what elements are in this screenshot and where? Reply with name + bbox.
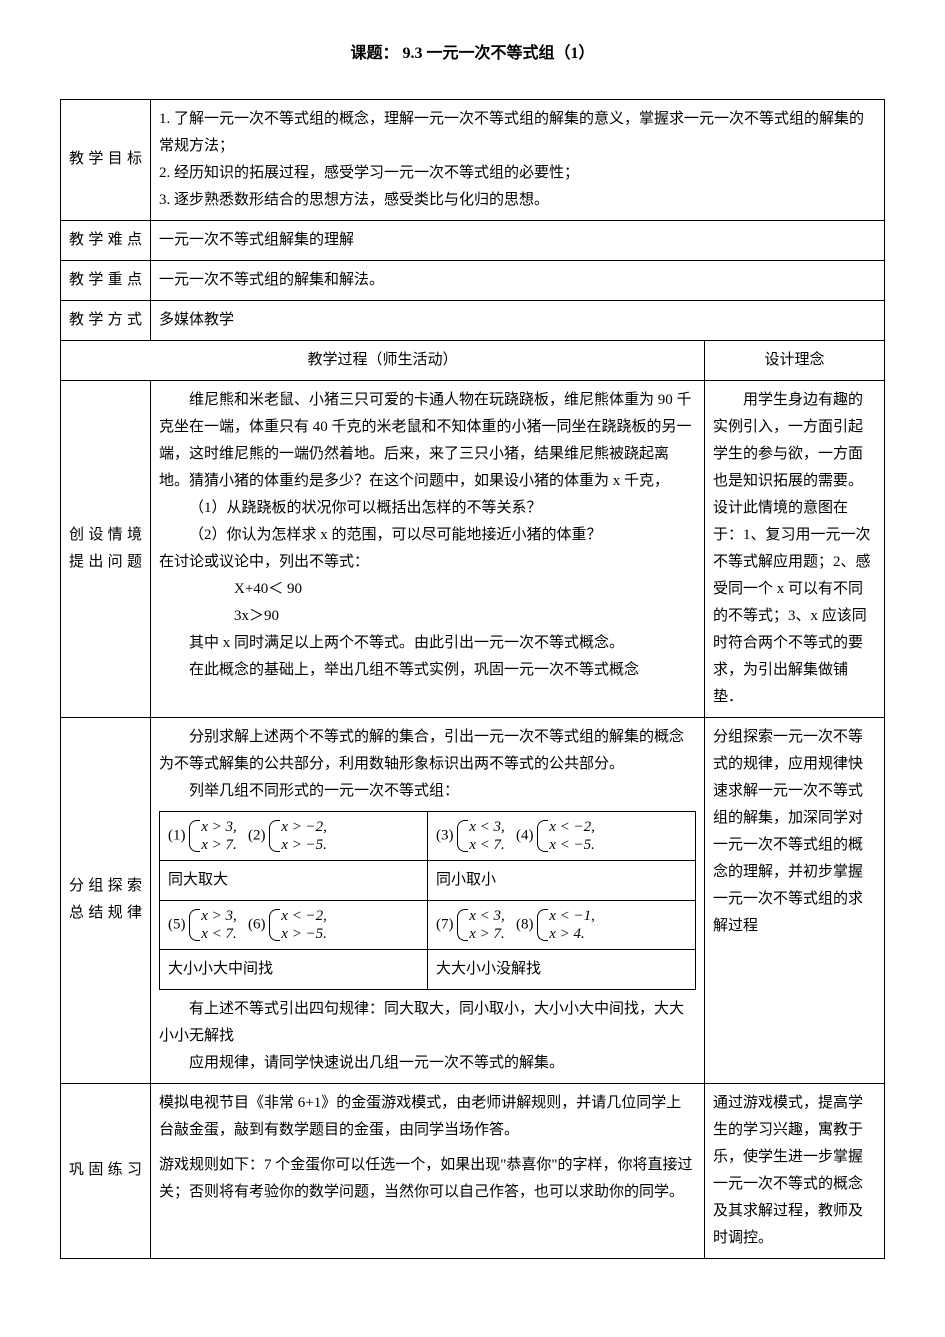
diff-content: 一元一次不等式组解集的理解 xyxy=(151,220,885,260)
s2-summary-1: 有上述不等式引出四句规律：同大取大，同小取小，大小小大中间找，大大小小无解找 xyxy=(159,996,696,1050)
row-section-header: 教学过程（师生活动） 设计理念 xyxy=(61,340,885,380)
rule-2: 同小取小 xyxy=(427,860,695,900)
s1-para-2a: 其中 x 同时满足以上两个不等式。由此引出一元一次不等式概念。 xyxy=(159,630,696,657)
row-section-1: 创设情境提出问题 维尼熊和米老鼠、小猪三只可爱的卡通人物在玩跷跷板，维尼熊体重为… xyxy=(61,380,885,717)
key-label: 教学重点 xyxy=(61,260,151,300)
goal-label: 教学目标 xyxy=(61,99,151,220)
s2-content: 分别求解上述两个不等式的解的集合，引出一元一次不等式组的解集的概念为不等式解集的… xyxy=(151,717,705,1083)
diff-label: 教学难点 xyxy=(61,220,151,260)
s3-content: 模拟电视节目《非常 6+1》的金蛋游戏模式，由老师讲解规则，并请几位同学上台敲金… xyxy=(151,1083,705,1258)
goal-content: 1. 了解一元一次不等式组的概念，理解一元一次不等式组的解集的意义，掌握求一元一… xyxy=(151,99,885,220)
s1-eq-2: 3x＞90 xyxy=(159,603,696,630)
cell-7-8: (7) x < 3,x > 7. (8) x < −1,x > 4. xyxy=(427,900,695,949)
row-section-3: 巩固练习 模拟电视节目《非常 6+1》的金蛋游戏模式，由老师讲解规则，并请几位同… xyxy=(61,1083,885,1258)
key-content: 一元一次不等式组的解集和解法。 xyxy=(151,260,885,300)
s1-label: 创设情境提出问题 xyxy=(61,380,151,717)
goal-item-2: 2. 经历知识的拓展过程，感受学习一元一次不等式组的必要性； xyxy=(159,160,876,187)
s3-para-2: 游戏规则如下：7 个金蛋你可以任选一个，如果出现"恭喜你"的字样，你将直接过关；… xyxy=(159,1152,696,1206)
goal-item-1: 1. 了解一元一次不等式组的概念，理解一元一次不等式组的解集的意义，掌握求一元一… xyxy=(159,106,876,160)
rule-4: 大大小小没解找 xyxy=(427,949,695,989)
s2-summary-2: 应用规律，请同学快速说出几组一元一次不等式的解集。 xyxy=(159,1050,696,1077)
system-6: x < −2,x > −5. xyxy=(269,907,327,943)
row-keypoint: 教学重点 一元一次不等式组的解集和解法。 xyxy=(61,260,885,300)
row-section-2: 分组探索总结规律 分别求解上述两个不等式的解的集合，引出一元一次不等式组的解集的… xyxy=(61,717,885,1083)
s1-para-1: 维尼熊和米老鼠、小猪三只可爱的卡通人物在玩跷跷板，维尼熊体重为 90 千克坐在一… xyxy=(159,387,696,495)
goal-item-3: 3. 逐步熟悉数形结合的思想方法，感受类比与化归的思想。 xyxy=(159,187,876,214)
inner-row-1: (1) x > 3,x > 7. (2) x > −2,x > −5. (3) … xyxy=(160,811,696,860)
row-difficulty: 教学难点 一元一次不等式组解集的理解 xyxy=(61,220,885,260)
system-4: x < −2,x < −5. xyxy=(537,818,595,854)
design-header: 设计理念 xyxy=(704,340,884,380)
mode-content: 多媒体教学 xyxy=(151,300,885,340)
cell-3-4: (3) x < 3,x < 7. (4) x < −2,x < −5. xyxy=(427,811,695,860)
rule-1: 同大取大 xyxy=(160,860,428,900)
s1-eq-1: X+40＜ 90 xyxy=(159,576,696,603)
s1-discuss: 在讨论或议论中，列出不等式： xyxy=(159,549,696,576)
lesson-plan-table: 教学目标 1. 了解一元一次不等式组的概念，理解一元一次不等式组的解集的意义，掌… xyxy=(60,99,885,1259)
s1-para-2b: 在此概念的基础上，举出几组不等式实例，巩固一元一次不等式概念 xyxy=(159,657,696,684)
system-1: x > 3,x > 7. xyxy=(189,818,237,854)
s2-label: 分组探索总结规律 xyxy=(61,717,151,1083)
s1-design: 用学生身边有趣的实例引入，一方面引起学生的参与欲，一方面也是知识拓展的需要。设计… xyxy=(704,380,884,717)
s3-design-text: 通过游戏模式，提高学生的学习兴趣，寓教于乐，使学生进一步掌握一元一次不等式的概念… xyxy=(713,1090,876,1252)
system-8: x < −1,x > 4. xyxy=(537,907,595,943)
page-title: 课题： 9.3 一元一次不等式组（1） xyxy=(60,40,885,69)
system-7: x < 3,x > 7. xyxy=(457,907,505,943)
cell-5-6: (5) x > 3,x < 7. (6) x < −2,x > −5. xyxy=(160,900,428,949)
s2-design-text: 分组探索一元一次不等式的规律，应用规律快速求解一元一次不等式组的解集，加深同学对… xyxy=(713,724,876,940)
inequality-examples-table: (1) x > 3,x > 7. (2) x > −2,x > −5. (3) … xyxy=(159,811,696,990)
inner-row-4: 大小小大中间找 大大小小没解找 xyxy=(160,949,696,989)
s3-label: 巩固练习 xyxy=(61,1083,151,1258)
s1-design-text: 用学生身边有趣的实例引入，一方面引起学生的参与欲，一方面也是知识拓展的需要。设计… xyxy=(713,387,876,711)
cell-1-2: (1) x > 3,x > 7. (2) x > −2,x > −5. xyxy=(160,811,428,860)
s2-list-intro: 列举几组不同形式的一元一次不等式组： xyxy=(159,778,696,805)
process-header: 教学过程（师生活动） xyxy=(61,340,705,380)
mode-label: 教学方式 xyxy=(61,300,151,340)
s2-design: 分组探索一元一次不等式的规律，应用规律快速求解一元一次不等式组的解集，加深同学对… xyxy=(704,717,884,1083)
system-2: x > −2,x > −5. xyxy=(269,818,327,854)
s3-para-1: 模拟电视节目《非常 6+1》的金蛋游戏模式，由老师讲解规则，并请几位同学上台敲金… xyxy=(159,1090,696,1144)
row-mode: 教学方式 多媒体教学 xyxy=(61,300,885,340)
s1-content: 维尼熊和米老鼠、小猪三只可爱的卡通人物在玩跷跷板，维尼熊体重为 90 千克坐在一… xyxy=(151,380,705,717)
inner-row-3: (5) x > 3,x < 7. (6) x < −2,x > −5. (7) … xyxy=(160,900,696,949)
s2-para-1: 分别求解上述两个不等式的解的集合，引出一元一次不等式组的解集的概念为不等式解集的… xyxy=(159,724,696,778)
system-3: x < 3,x < 7. xyxy=(457,818,505,854)
s1-question-2: （2）你认为怎样求 x 的范围，可以尽可能地接近小猪的体重？ xyxy=(159,522,696,549)
s3-design: 通过游戏模式，提高学生的学习兴趣，寓教于乐，使学生进一步掌握一元一次不等式的概念… xyxy=(704,1083,884,1258)
system-5: x > 3,x < 7. xyxy=(189,907,237,943)
inner-row-2: 同大取大 同小取小 xyxy=(160,860,696,900)
rule-3: 大小小大中间找 xyxy=(160,949,428,989)
s1-question-1: （1）从跷跷板的状况你可以概括出怎样的不等关系？ xyxy=(159,495,696,522)
row-goal: 教学目标 1. 了解一元一次不等式组的概念，理解一元一次不等式组的解集的意义，掌… xyxy=(61,99,885,220)
